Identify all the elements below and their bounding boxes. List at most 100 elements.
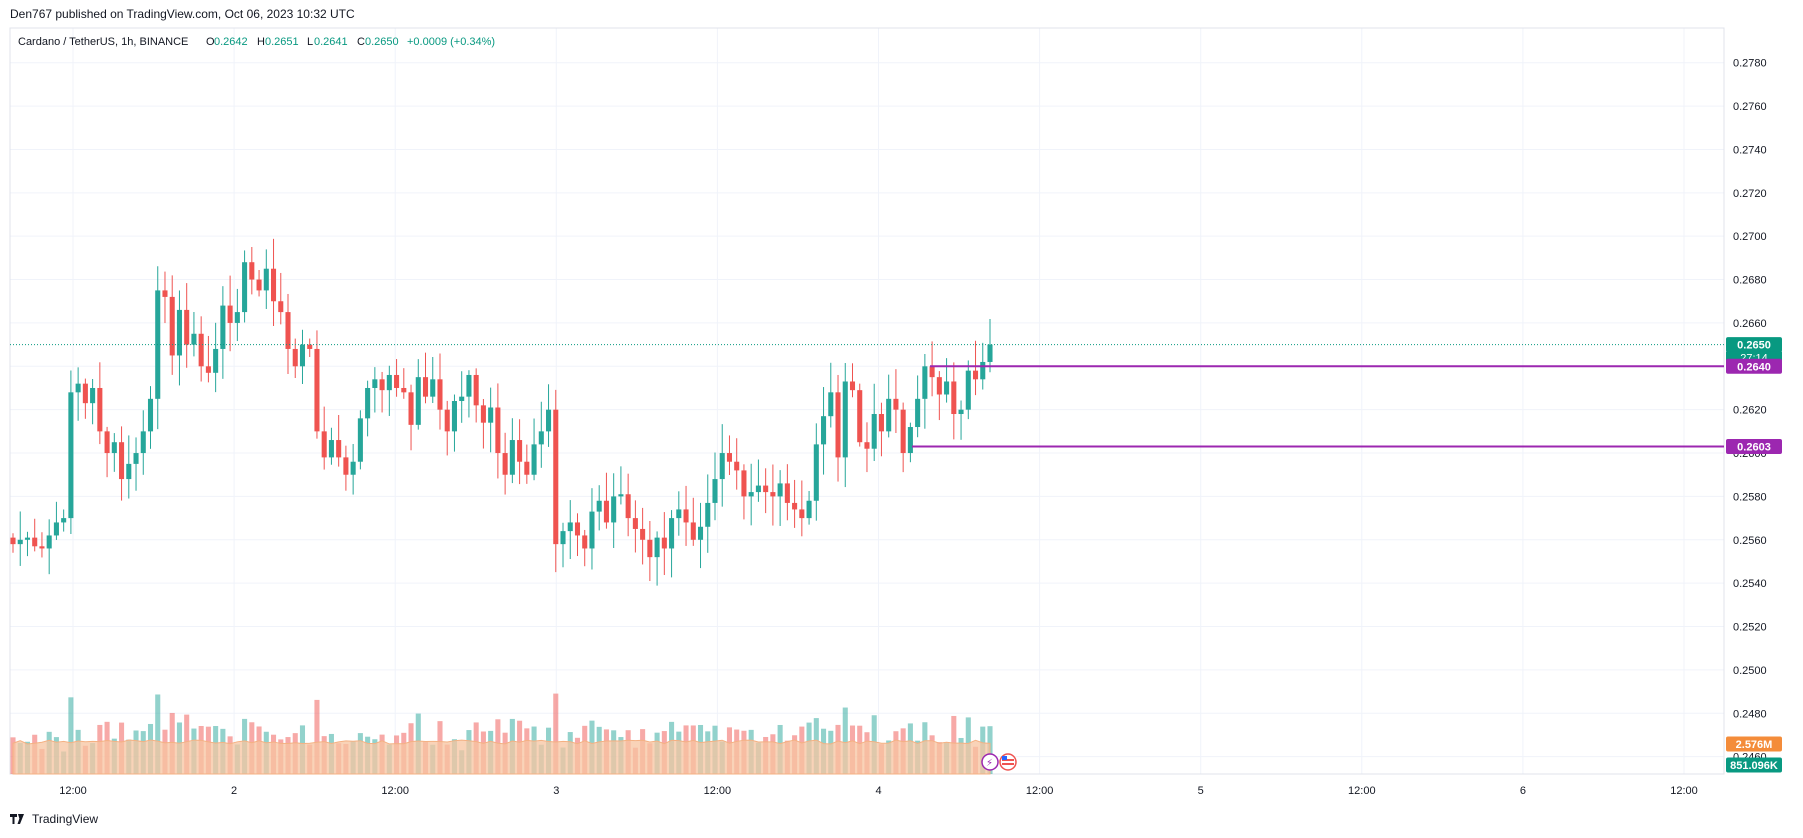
candles [10,238,993,586]
price-tick-label: 0.2740 [1733,144,1767,156]
candle-body [480,405,486,423]
candle-body [365,387,371,419]
legend-low: 0.2641 [314,36,348,48]
candle-body [763,485,769,493]
candle-body [451,401,457,432]
candle-body [835,392,841,458]
level-price-label-bg [1726,358,1782,374]
candle-body [278,301,284,313]
time-tick-label: 12:00 [1348,785,1376,797]
candle-body [965,370,971,410]
candle-body [770,492,776,497]
candle-body [828,392,834,417]
candle-body [119,442,125,480]
price-tick-label: 0.2720 [1733,188,1767,200]
candle-body [126,463,132,480]
price-tick-label: 0.2580 [1733,491,1767,503]
candle-body [987,344,993,362]
candle-body [690,522,696,540]
candle-body [777,483,783,497]
candle-body [372,379,378,388]
candle-body [886,398,892,432]
candle-body [922,366,928,399]
candle-body [871,414,877,449]
candle-body [618,494,624,497]
candle-body [748,492,754,497]
candle-body [271,268,277,302]
candle-body [213,348,219,373]
candle-body [582,535,588,549]
time-tick-label: 2 [231,785,237,797]
candle-body [734,461,740,471]
candle-body [517,440,523,462]
candle-body [553,409,559,545]
us-flag-canton [1002,756,1007,760]
us-flag-stripe [1002,763,1014,765]
candle-body [893,398,899,410]
time-tick-label: 6 [1520,785,1526,797]
candle-body [647,539,653,558]
level-price-label: 0.2603 [1737,442,1771,454]
candle-body [603,500,609,523]
volume-bar [68,697,74,774]
candle-body [900,409,906,454]
candle-body [321,431,327,458]
candle-body [97,387,103,432]
candle-body [683,509,689,523]
candle-body [10,537,16,545]
candle-body [567,522,573,532]
volume-bar [842,707,848,774]
candle-body [46,535,52,549]
volume-ma-label-bg [1726,736,1782,752]
candle-body [864,442,870,449]
candle-body [249,262,255,280]
time-tick-label: 12:00 [704,785,732,797]
candle-body [632,518,638,529]
candle-body [546,409,552,432]
support-levels [912,365,1724,448]
candle-body [415,377,421,425]
candle-body [944,381,950,395]
candle-body [444,409,450,432]
candle-body [285,312,291,349]
candle-body [314,348,320,432]
candle-body [792,502,798,510]
candle-body [90,387,96,404]
volume-label: 851.096K [1730,760,1778,772]
candle-body [784,483,790,503]
level-price-label-bg [1726,439,1782,455]
candle-body [589,511,595,549]
candle-body [473,374,479,406]
candle-body [379,379,385,391]
candle-body [394,374,400,388]
candle-body [560,531,566,545]
volume-ma-area [12,739,991,775]
candle-body [401,387,407,393]
candle-body [176,309,182,356]
lightning-icon [981,753,999,771]
price-tick-label: 0.2540 [1733,578,1767,590]
candle-body [936,377,942,395]
price-tick-label: 0.2700 [1733,231,1767,243]
candle-body [726,453,732,462]
candle-body [669,518,675,549]
candle-body [640,528,646,540]
candle-body [408,392,414,425]
candle-body [972,370,979,380]
candle-body [907,427,913,454]
candle-body [531,444,537,475]
legend-close: 0.2650 [365,36,399,48]
candle-body [299,344,306,367]
candle-body [227,305,233,323]
candle-body [343,457,349,475]
candle-body [437,379,443,410]
candle-body [654,537,660,558]
candle-body [39,546,45,549]
volume-ma-label: 2.576M [1736,739,1773,751]
legend-change: +0.0009 (+0.34%) [407,36,495,48]
volume-label-bg [1726,757,1782,773]
price-tick-label: 0.2620 [1733,405,1767,417]
time-tick-label: 12:00 [1670,785,1698,797]
legend-open-label: O [206,36,215,48]
